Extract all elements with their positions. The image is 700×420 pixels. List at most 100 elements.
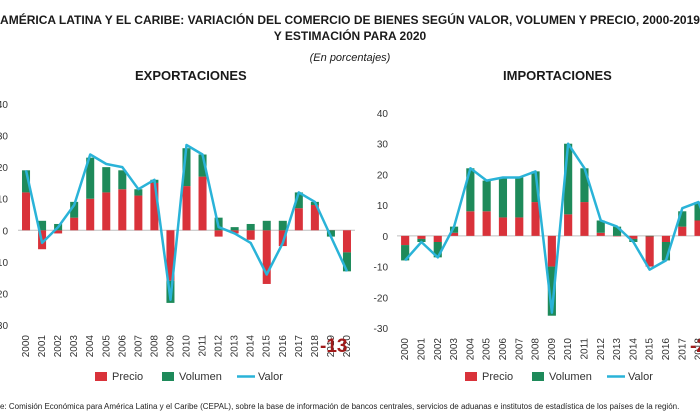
exports-ytick-label: -30 — [0, 321, 8, 332]
exports-bar-precio — [70, 217, 79, 231]
imports-bar-volumen — [645, 235, 654, 237]
exports-callout: -13 — [320, 336, 347, 357]
imports-bar-precio — [531, 202, 540, 236]
imports-legend-label: Valor — [628, 371, 653, 383]
exports-bar-volumen — [246, 223, 255, 231]
imports-legend-label: Precio — [482, 371, 513, 383]
imports-bar-precio — [596, 232, 605, 236]
exports-ytick-label: 30 — [0, 132, 8, 143]
exports-ytick-label: -10 — [0, 258, 8, 269]
imports-bar-volumen — [515, 177, 524, 218]
imports-ytick-label: 40 — [377, 109, 389, 120]
imports-ytick-label: -20 — [374, 293, 389, 304]
exports-title: EXPORTACIONES — [135, 68, 247, 83]
exports-bar-precio — [310, 205, 319, 231]
exports-bar-precio — [294, 208, 303, 231]
exports-bar-precio — [198, 176, 207, 231]
imports-xtick-label: 2014 — [628, 338, 639, 361]
imports-bar-volumen — [661, 242, 671, 261]
exports-xtick-label: 2017 — [294, 335, 305, 358]
exports-bar-precio — [278, 230, 287, 247]
imports-bar-precio — [449, 232, 459, 236]
imports-ytick-label: -10 — [374, 263, 389, 274]
imports-title: IMPORTACIONES — [503, 68, 612, 83]
exports-bar-volumen — [326, 230, 335, 237]
exports-bar-volumen — [198, 154, 207, 177]
exports-legend-swatch — [95, 372, 107, 381]
imports-xtick-label: 2002 — [433, 338, 444, 361]
exports-bar-precio — [230, 230, 239, 234]
imports-bar-precio — [661, 235, 671, 242]
exports-bar-volumen — [102, 167, 111, 193]
imports-bar-precio — [694, 220, 700, 236]
exports-bar-volumen — [262, 220, 271, 231]
imports-ytick-label: 0 — [382, 232, 388, 243]
page-title: AMÉRICA LATINA Y EL CARIBE: VARIACIÓN DE… — [0, 13, 700, 43]
imports-ytick-label: 10 — [377, 201, 389, 212]
exports-xtick-label: 2010 — [182, 335, 193, 358]
imports-bar-volumen — [596, 220, 605, 233]
imports-xtick-label: 2015 — [645, 338, 656, 361]
imports-bar-precio — [401, 235, 410, 246]
imports-bar-precio — [417, 235, 426, 239]
exports-bar-precio — [342, 230, 351, 253]
imports-xtick-label: 2018 — [694, 338, 700, 361]
imports-bar-precio — [564, 214, 573, 236]
exports-bar-precio — [22, 192, 31, 231]
imports-bar-volumen — [612, 226, 622, 236]
imports-bar-precio — [498, 217, 508, 236]
exports-ytick-label: 40 — [0, 100, 8, 111]
exports-xtick-label: 2020 — [342, 335, 353, 358]
exports-bar-volumen — [70, 201, 79, 218]
trade-charts: -30-20-100102030402000200120022003200420… — [0, 100, 700, 383]
exports-ytick-label: 0 — [2, 226, 8, 237]
imports-xtick-label: 2017 — [677, 338, 688, 361]
exports-bar-volumen — [22, 170, 31, 193]
exports-legend-label: Volumen — [179, 371, 222, 383]
exports-bar-precio — [166, 230, 175, 281]
exports-ytick-label: 10 — [0, 195, 8, 206]
exports-xtick-label: 2004 — [85, 335, 96, 358]
exports-bar-precio — [54, 230, 63, 234]
exports-legend-swatch — [162, 372, 174, 381]
imports-bar-precio — [466, 211, 475, 236]
exports-xtick-label: 2001 — [37, 335, 48, 358]
exports-bar-precio — [86, 198, 95, 231]
exports-bar-volumen — [86, 157, 95, 199]
exports-bar-volumen — [118, 170, 127, 190]
exports-bar-volumen — [38, 220, 47, 231]
imports-xtick-label: 2001 — [416, 338, 427, 361]
imports-ytick-label: 20 — [377, 170, 389, 181]
exports-xtick-label: 2015 — [262, 335, 273, 358]
exports-bar-precio — [182, 186, 191, 231]
exports-xtick-label: 2014 — [246, 335, 257, 358]
imports-bar-volumen — [482, 180, 491, 212]
exports-bar-volumen — [230, 227, 239, 231]
exports-ytick-label: -20 — [0, 289, 8, 300]
imports-xtick-label: 2006 — [498, 338, 509, 361]
imports-line-valor — [404, 142, 700, 314]
exports-xtick-label: 2011 — [198, 335, 209, 357]
exports-xtick-label: 2012 — [214, 335, 225, 358]
imports-bar-volumen — [564, 143, 573, 215]
imports-bar-volumen — [694, 202, 700, 221]
exports-xtick-label: 2002 — [53, 335, 64, 358]
imports-xtick-label: 2016 — [661, 338, 672, 361]
imports-bar-volumen — [531, 171, 540, 203]
exports-xtick-label: 2000 — [21, 335, 32, 358]
exports-xtick-label: 2013 — [230, 335, 241, 358]
imports-bar-precio — [433, 235, 442, 242]
imports-bar-precio — [678, 226, 687, 236]
imports-bar-volumen — [678, 211, 687, 227]
exports-legend-label: Precio — [112, 371, 143, 383]
imports-xtick-label: 2011 — [580, 338, 591, 360]
exports-xtick-label: 2009 — [166, 335, 177, 358]
imports-ytick-label: 30 — [377, 140, 389, 151]
imports-legend-swatch — [465, 372, 477, 381]
exports-bar-volumen — [278, 220, 287, 231]
exports-bar-precio — [262, 230, 271, 284]
imports-bar-volumen — [580, 168, 589, 203]
imports-xtick-label: 2003 — [449, 338, 460, 361]
imports-callout: -2 — [690, 336, 700, 357]
exports-bar-volumen — [342, 252, 351, 272]
